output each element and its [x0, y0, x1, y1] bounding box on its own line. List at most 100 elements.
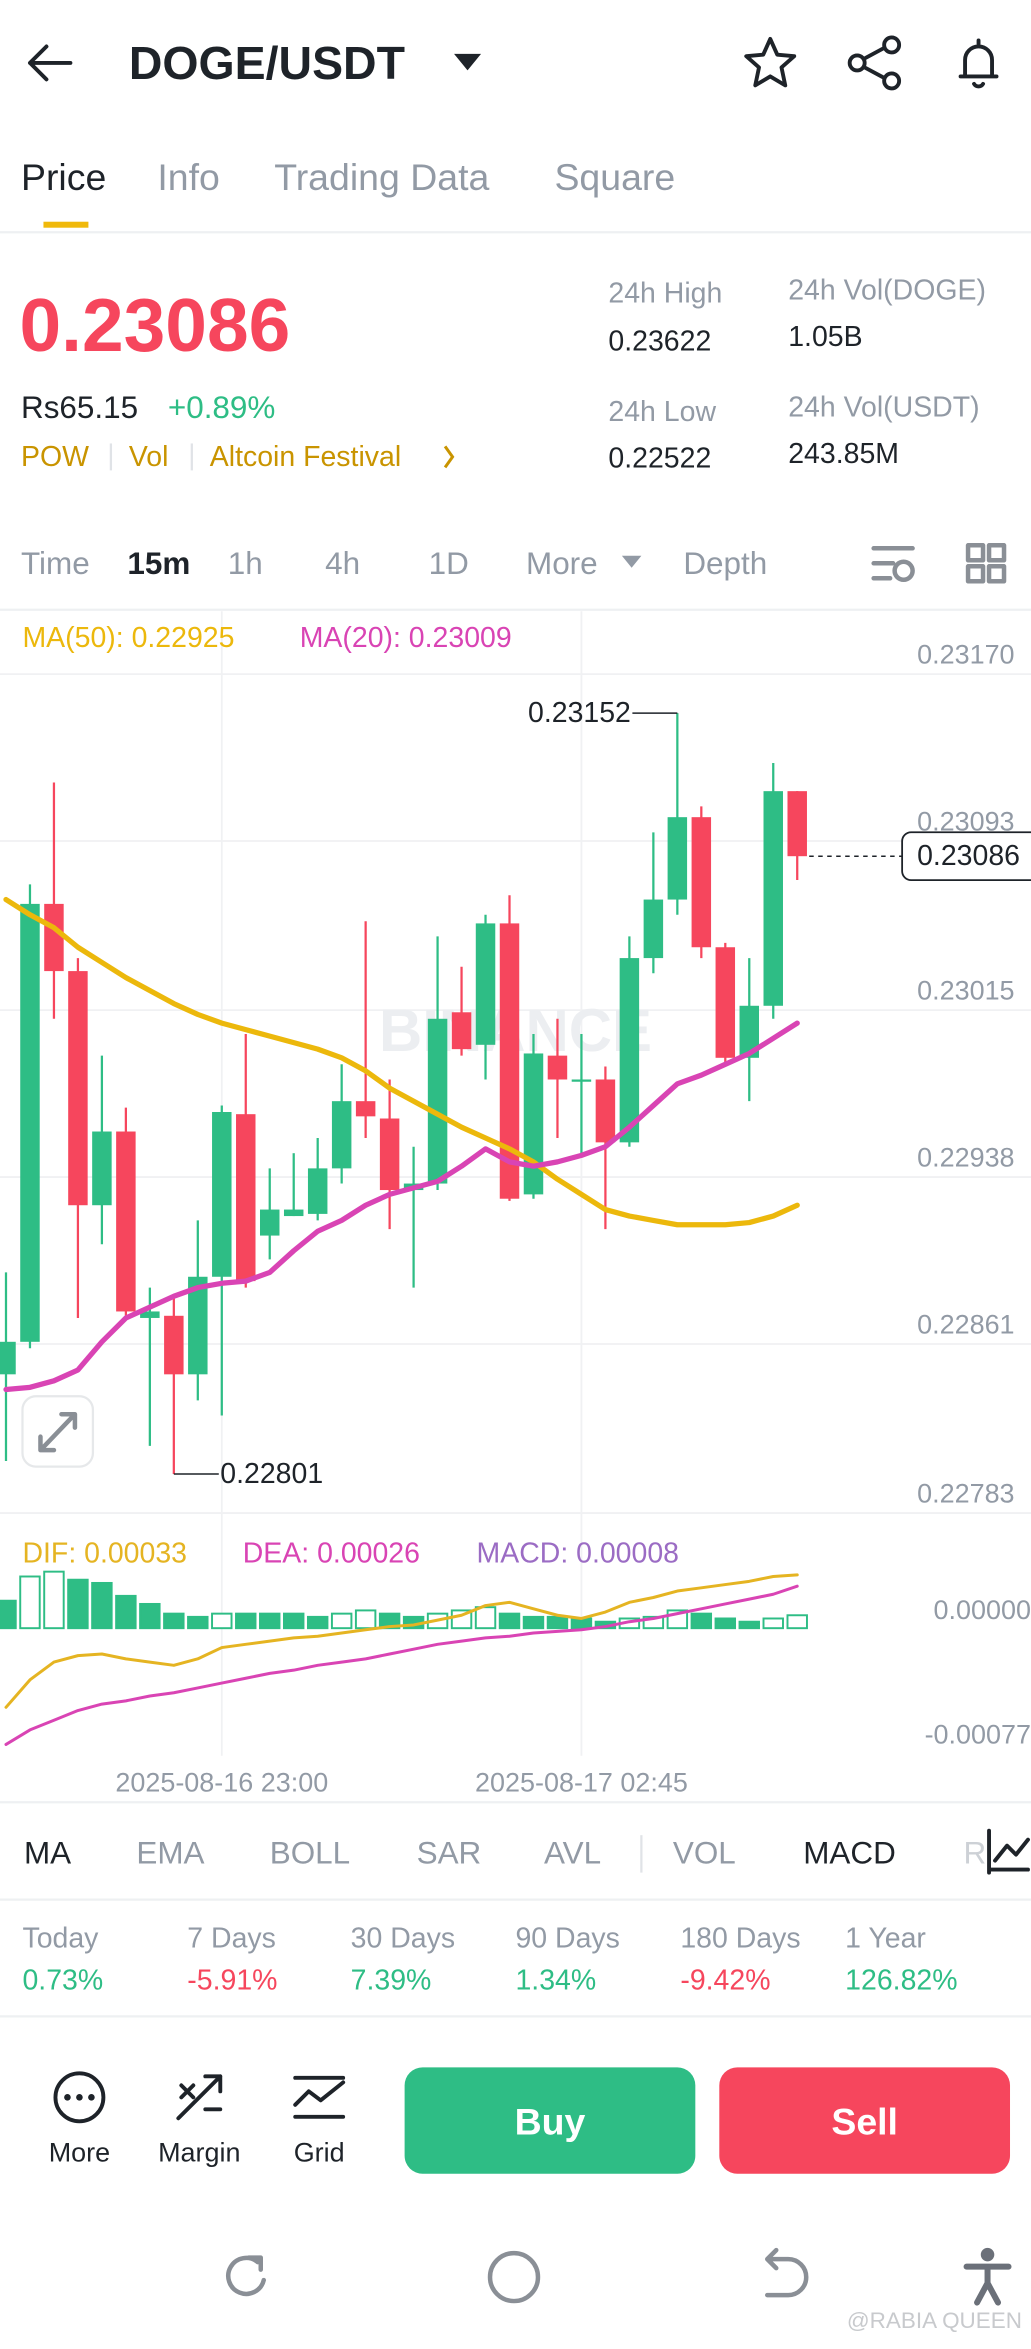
candle-body — [92, 1131, 112, 1206]
histogram-bar — [283, 1612, 305, 1630]
interval[interactable]: 1h — [228, 546, 263, 581]
interval[interactable]: More — [526, 546, 598, 581]
candle-body — [571, 1079, 592, 1082]
tab[interactable]: Info — [157, 156, 219, 198]
last-price-label: 0.23086 — [917, 840, 1020, 872]
expand-button[interactable] — [21, 1395, 95, 1468]
histogram-bar — [163, 1612, 185, 1630]
period-value: -9.42% — [680, 1964, 770, 1996]
candle-body — [643, 899, 664, 959]
candle-body — [499, 923, 520, 1199]
pair-dropdown[interactable] — [454, 53, 482, 71]
histogram-bar — [714, 1617, 737, 1630]
indicator-tab[interactable]: SAR — [417, 1836, 482, 1871]
candle-body — [307, 1168, 328, 1214]
candle-body — [140, 1311, 160, 1318]
settings-gear — [892, 559, 915, 583]
macd-line — [4, 1573, 799, 1709]
buy-button[interactable]: Buy — [404, 2067, 696, 2174]
sell-button[interactable]: Sell — [719, 2067, 1011, 2174]
share-node — [882, 71, 902, 91]
interval[interactable]: 1D — [429, 546, 469, 581]
buy-label: Buy — [515, 2100, 586, 2142]
nav-home[interactable] — [487, 2250, 541, 2304]
candle-body — [236, 1114, 256, 1282]
candlestick-chart: 0.231700.230930.230150.229380.228610.227… — [0, 611, 1031, 1798]
candle-body — [691, 817, 712, 948]
histogram-bar — [67, 1578, 89, 1630]
candle-body — [331, 1101, 352, 1169]
grid-action[interactable]: Grid — [293, 2075, 346, 2168]
interval[interactable]: Time — [21, 546, 90, 581]
favorite-icon[interactable] — [744, 37, 797, 88]
chart-settings-icon[interactable] — [871, 546, 915, 583]
indicator-tab[interactable]: BOLL — [270, 1836, 350, 1871]
stat-label: 24h High — [608, 278, 722, 310]
indicator-settings[interactable] — [987, 1828, 1030, 1875]
margin-icon — [176, 2074, 223, 2121]
candle-body — [763, 791, 783, 1006]
tag[interactable]: POW — [21, 441, 89, 473]
indicator-tab[interactable]: EMA — [136, 1836, 204, 1871]
y-tick-label: 0.23015 — [917, 976, 1014, 1006]
expand-arrows — [38, 1411, 78, 1453]
last-price-tag — [901, 831, 1031, 882]
tab[interactable]: Trading Data — [274, 156, 489, 198]
indicator-tab[interactable]: MACD — [803, 1836, 896, 1871]
share-icon[interactable] — [847, 35, 902, 91]
watermark: @RABIA QUEEN — [847, 2308, 1022, 2333]
indicator-tab[interactable]: VOL — [673, 1836, 736, 1871]
settings-lines — [871, 546, 915, 581]
histogram-bar — [474, 1606, 497, 1630]
candle-body — [68, 971, 88, 1206]
back-button[interactable] — [28, 44, 73, 82]
action-label: Margin — [158, 2138, 240, 2168]
interval[interactable]: Depth — [683, 546, 767, 581]
interval[interactable]: 4h — [325, 546, 360, 581]
layout-icon[interactable] — [965, 543, 1007, 584]
more-icon — [53, 2071, 106, 2124]
x-tick-label: 2025-08-17 02:45 — [475, 1768, 688, 1798]
indicator-tab[interactable]: AVL — [544, 1836, 601, 1871]
histogram-bar — [19, 1575, 41, 1630]
tab-bar: Price Info Trading Data Square — [21, 156, 675, 198]
stat-value: 0.22522 — [608, 442, 711, 474]
stat-value: 1.05B — [788, 321, 862, 353]
nav-recent[interactable] — [226, 2255, 266, 2297]
margin-action[interactable]: Margin — [158, 2074, 241, 2168]
period-label: 90 Days — [516, 1923, 620, 1955]
period-value: -5.91% — [187, 1964, 277, 1996]
histogram-bar — [211, 1612, 233, 1630]
tab[interactable]: Price — [21, 156, 106, 198]
tag[interactable]: Vol — [129, 441, 169, 473]
y-tick-label: 0.00000 — [934, 1595, 1031, 1625]
histogram-bar — [690, 1612, 713, 1630]
histogram-bar — [235, 1612, 257, 1630]
alert-icon[interactable] — [958, 38, 999, 89]
moving-average — [3, 1020, 800, 1393]
histogram-bar — [187, 1615, 209, 1630]
pair-title[interactable]: DOGE/USDT — [129, 37, 405, 89]
layout-cell — [986, 543, 1007, 563]
action-label: More — [49, 2138, 110, 2168]
interval[interactable]: 15m — [127, 546, 190, 581]
indicator-tab[interactable]: MA — [24, 1836, 71, 1871]
y-tick-label: -0.00077 — [925, 1720, 1031, 1750]
histogram-bar — [738, 1620, 760, 1630]
local-price: Rs65.15 — [21, 390, 138, 425]
indicator-tab[interactable]: R — [964, 1836, 987, 1871]
more-dropdown — [621, 555, 642, 568]
more-action[interactable]: More — [49, 2071, 110, 2168]
tab[interactable]: Square — [554, 156, 675, 198]
tag[interactable]: Altcoin Festival — [210, 441, 401, 473]
accessibility-icon[interactable] — [963, 2247, 1012, 2306]
macd-line — [4, 1584, 799, 1746]
candle-body — [547, 1055, 568, 1080]
candle-body — [188, 1276, 208, 1375]
period-label: 180 Days — [680, 1923, 800, 1955]
histogram-bar — [642, 1615, 665, 1630]
candle-body — [164, 1315, 184, 1375]
nav-back[interactable] — [765, 2247, 809, 2298]
